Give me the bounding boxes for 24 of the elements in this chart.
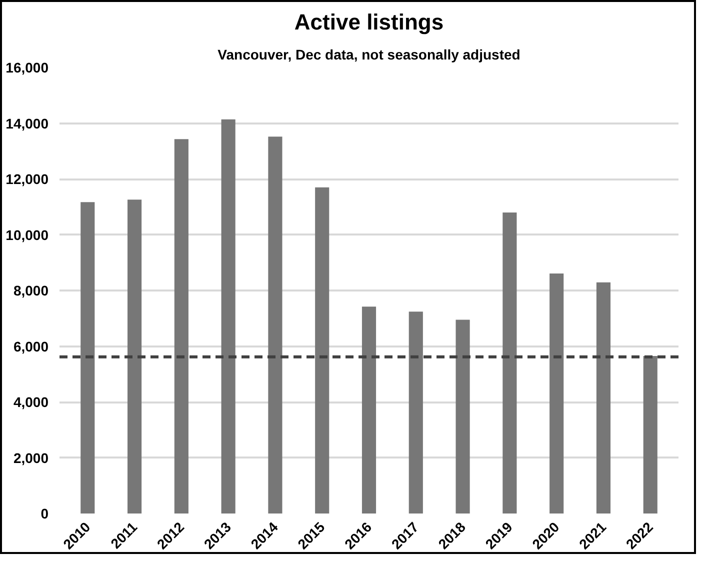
y-tick-label: 10,000 [6,226,49,243]
bar [221,119,236,514]
bar [502,212,517,514]
bar [127,200,142,514]
bar [315,187,330,514]
bar [596,282,611,514]
bar [408,312,423,514]
y-tick-label: 14,000 [6,115,49,132]
bar [362,306,376,514]
chart-subtitle: Vancouver, Dec data, not seasonally adjusted [218,46,520,62]
bar [268,136,282,514]
y-tick-label: 16,000 [6,60,49,76]
y-tick-label: 0 [40,506,49,522]
y-tick-label: 6,000 [13,338,49,354]
y-tick-label: 4,000 [13,394,49,410]
y-tick-label: 8,000 [13,282,49,298]
y-tick-label: 12,000 [6,171,49,187]
bar [550,273,564,514]
bar [174,139,188,514]
bar [80,202,95,514]
y-tick-label: 2,000 [13,450,49,466]
bar [456,320,470,514]
chart-title: Active listings [294,10,444,34]
bar [643,356,658,514]
